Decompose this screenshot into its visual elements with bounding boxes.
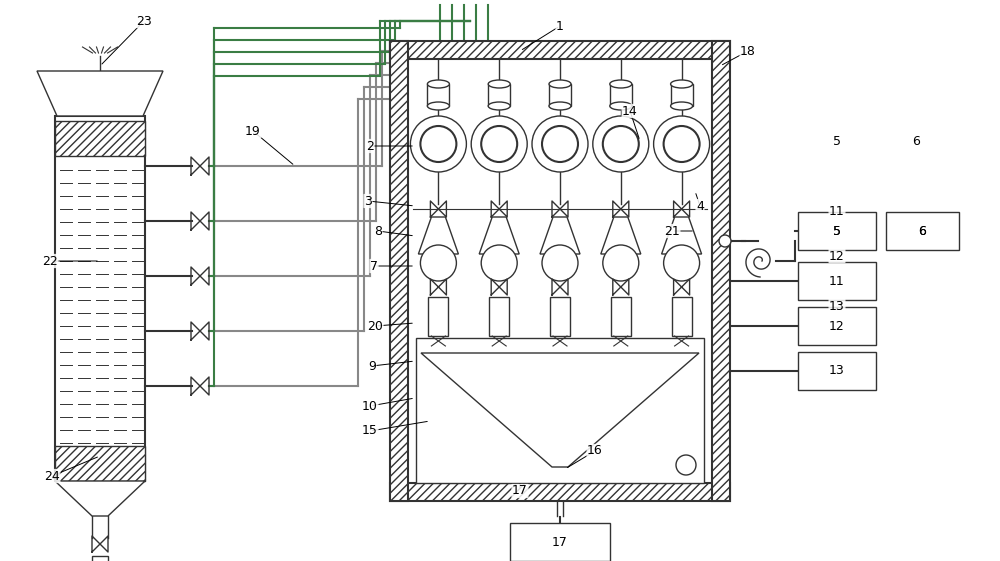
Bar	[390, 483, 730, 501]
Text: 22: 22	[42, 255, 58, 268]
Bar	[55, 446, 145, 481]
Text: 6: 6	[918, 224, 926, 237]
Ellipse shape	[549, 80, 571, 88]
Polygon shape	[662, 217, 702, 254]
Bar	[549, 84, 571, 106]
Text: 6: 6	[912, 135, 920, 148]
Text: 19: 19	[245, 125, 261, 137]
Ellipse shape	[549, 102, 571, 110]
Text: 11: 11	[829, 274, 845, 287]
Ellipse shape	[610, 80, 632, 88]
Circle shape	[410, 116, 466, 172]
Polygon shape	[540, 217, 580, 254]
Text: 17: 17	[512, 485, 528, 498]
Text: 5: 5	[833, 224, 841, 237]
Bar	[428, 297, 448, 336]
Ellipse shape	[488, 80, 510, 88]
Ellipse shape	[671, 80, 693, 88]
Bar	[798, 262, 876, 300]
Polygon shape	[601, 217, 641, 254]
Polygon shape	[479, 217, 519, 254]
Bar	[610, 84, 632, 106]
Text: 8: 8	[374, 224, 382, 237]
Circle shape	[542, 126, 578, 162]
Text: 11: 11	[829, 205, 845, 218]
Text: 1: 1	[556, 20, 564, 33]
Circle shape	[420, 245, 456, 281]
Text: 15: 15	[362, 425, 378, 438]
Text: 4: 4	[696, 200, 704, 213]
Text: 5: 5	[833, 224, 841, 237]
Circle shape	[603, 126, 639, 162]
Polygon shape	[37, 71, 163, 116]
Bar	[510, 523, 610, 561]
Circle shape	[593, 116, 649, 172]
Text: 23: 23	[136, 15, 152, 27]
Text: 3: 3	[364, 195, 372, 208]
Text: 9: 9	[368, 360, 376, 373]
Circle shape	[719, 235, 731, 247]
Circle shape	[603, 245, 639, 281]
Circle shape	[481, 126, 517, 162]
Polygon shape	[418, 217, 458, 254]
Circle shape	[676, 455, 696, 475]
Text: 21: 21	[664, 224, 680, 237]
Circle shape	[532, 116, 588, 172]
Text: 16: 16	[587, 444, 603, 458]
Bar	[886, 212, 959, 250]
Bar	[611, 297, 631, 336]
Ellipse shape	[610, 102, 632, 110]
Text: 13: 13	[829, 365, 845, 378]
Text: 6: 6	[918, 224, 926, 237]
Circle shape	[471, 116, 527, 172]
Text: 14: 14	[622, 104, 638, 117]
Ellipse shape	[427, 80, 449, 88]
Bar	[416, 338, 704, 483]
Circle shape	[654, 116, 710, 172]
Bar	[55, 121, 145, 156]
Bar	[390, 41, 408, 501]
Bar	[427, 84, 449, 106]
Ellipse shape	[671, 102, 693, 110]
Text: 7: 7	[370, 260, 378, 273]
Text: 2: 2	[366, 140, 374, 153]
Bar	[672, 297, 692, 336]
Bar	[92, 556, 108, 561]
Text: 20: 20	[367, 320, 383, 333]
Circle shape	[664, 126, 700, 162]
Text: 12: 12	[829, 320, 845, 333]
Bar	[671, 84, 693, 106]
Bar	[798, 307, 876, 345]
Bar	[712, 41, 730, 501]
Bar	[55, 116, 145, 481]
Circle shape	[481, 245, 517, 281]
Text: 18: 18	[740, 44, 756, 57]
Bar	[408, 59, 712, 483]
Bar	[488, 84, 510, 106]
Circle shape	[664, 245, 700, 281]
Text: 10: 10	[362, 399, 378, 412]
Polygon shape	[421, 353, 699, 467]
Ellipse shape	[427, 102, 449, 110]
Circle shape	[420, 126, 456, 162]
Text: 12: 12	[829, 250, 845, 263]
Polygon shape	[55, 481, 145, 516]
Bar	[489, 297, 509, 336]
Bar	[798, 212, 876, 250]
Text: 24: 24	[44, 470, 60, 482]
Bar	[390, 41, 730, 59]
Text: 13: 13	[829, 300, 845, 312]
Bar	[550, 297, 570, 336]
Text: 5: 5	[833, 135, 841, 148]
Circle shape	[542, 245, 578, 281]
Bar	[798, 352, 876, 390]
Text: 17: 17	[552, 536, 568, 549]
Ellipse shape	[488, 102, 510, 110]
